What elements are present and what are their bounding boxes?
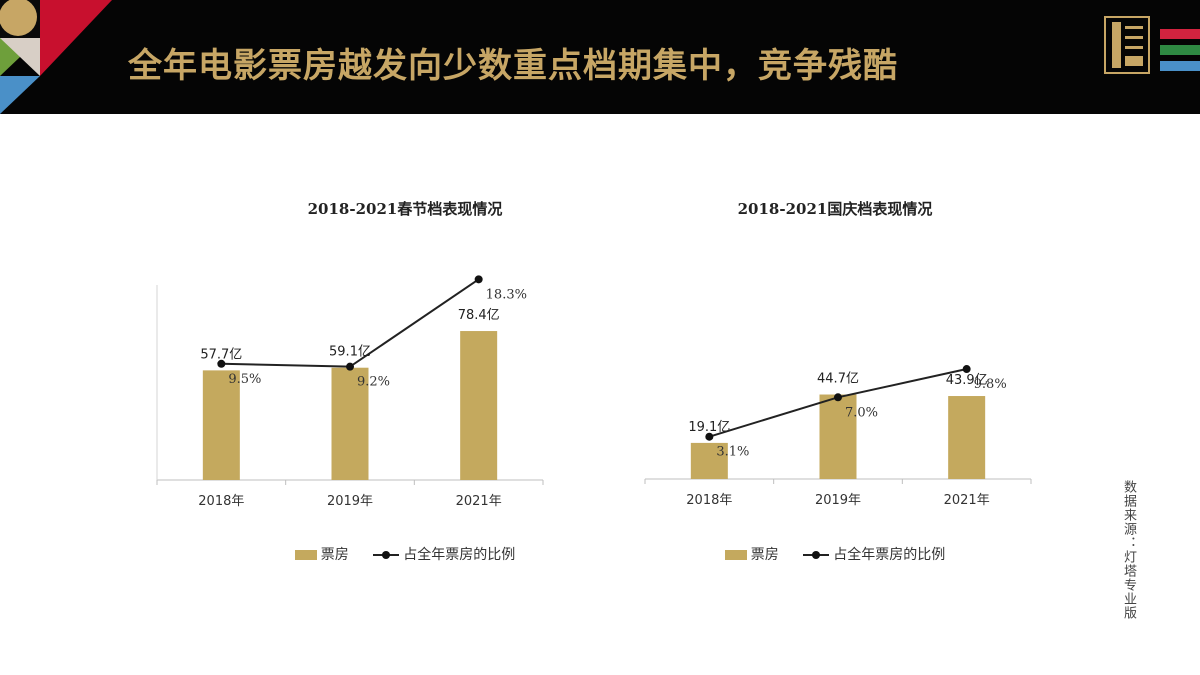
line-data-label: 18.3% — [486, 287, 527, 302]
bar — [460, 331, 498, 480]
legend-item-bar: 票房 — [724, 544, 779, 564]
line-point — [834, 393, 842, 402]
legend-item-line: 占全年票房的比例 — [803, 544, 945, 564]
gold-circle-shape — [0, 0, 37, 36]
bar — [331, 367, 369, 480]
legend-bar-swatch — [724, 550, 747, 560]
legend-line-swatch — [373, 550, 400, 560]
x-tick-label: 2019年 — [327, 494, 373, 509]
line-data-label: 3.1% — [716, 445, 749, 460]
chart-legend: 票房 占全年票房的比例 — [555, 544, 1115, 564]
chart-title: 2018-2021春节档表现情况 — [307, 200, 503, 218]
bar-data-label: 59.1亿 — [329, 345, 371, 360]
legend-line-label: 占全年票房的比例 — [403, 547, 516, 563]
bar — [202, 370, 240, 480]
pink-triangle-shape — [0, 38, 40, 76]
corner-decoration — [0, 0, 112, 114]
national-day-chart: 19.1亿 2018年 44.7亿 2019年 43.9亿 2021年 3.1% 7.0% 9.… — [555, 180, 1115, 580]
legend-item-line: 占全年票房的比例 — [373, 544, 515, 564]
film-award-logo-icon — [1104, 16, 1150, 74]
legend-bar-label: 票房 — [320, 547, 349, 563]
legend-line-label: 占全年票房的比例 — [833, 547, 946, 563]
legend-bar-swatch — [294, 550, 317, 560]
chart-legend: 票房 占全年票房的比例 — [125, 544, 685, 564]
line-point — [474, 275, 483, 284]
page-title: 全年电影票房越发向少数重点档期集中，竞争残酷 — [128, 46, 898, 86]
x-tick-label: 2019年 — [815, 493, 861, 508]
bar-data-label: 78.4亿 — [458, 308, 500, 323]
national-day-chart-svg: 19.1亿 2018年 44.7亿 2019年 43.9亿 2021年 3.1% 7.0% 9.… — [644, 365, 1032, 508]
x-tick-label: 2021年 — [456, 494, 502, 509]
line-data-label: 9.5% — [228, 372, 261, 387]
green-stripe — [1160, 45, 1200, 55]
blue-triangle-shape — [0, 76, 40, 114]
spring-festival-chart: 57.7亿 2018年 59.1亿 2019年 78.4亿 2021年 9.5% 9.2% 18… — [125, 180, 685, 580]
header-bar: 全年电影票房越发向少数重点档期集中，竞争残酷 — [0, 0, 1200, 114]
legend-bar-label: 票房 — [750, 547, 779, 563]
x-tick-label: 2018年 — [198, 494, 244, 509]
x-tick-label: 2018年 — [686, 493, 732, 508]
legend-item-bar: 票房 — [294, 544, 349, 564]
red-stripe — [1160, 29, 1200, 39]
legend-line-swatch — [803, 550, 830, 560]
spring-festival-chart-svg: 57.7亿 2018年 59.1亿 2019年 78.4亿 2021年 9.5% 9.2% 18… — [156, 275, 544, 509]
line-point — [346, 362, 354, 371]
bar-data-label: 19.1亿 — [688, 420, 730, 435]
line-data-label: 9.8% — [974, 377, 1007, 392]
color-stripes-decoration — [1160, 29, 1200, 71]
line-point — [217, 359, 226, 368]
line-point — [705, 432, 714, 441]
bar — [690, 442, 728, 479]
line-data-label: 7.0% — [845, 405, 878, 420]
bar — [819, 394, 857, 479]
blue-stripe — [1160, 61, 1200, 71]
line-data-label: 9.2% — [357, 375, 390, 390]
bar-data-label: 43.9亿 — [946, 373, 988, 388]
source-note: 数据来源：灯塔专业版 — [1121, 480, 1136, 620]
line-point — [962, 365, 971, 374]
bar — [948, 396, 986, 479]
chart-title: 2018-2021国庆档表现情况 — [737, 200, 933, 218]
bar-data-label: 57.7亿 — [200, 347, 242, 362]
x-tick-label: 2021年 — [944, 493, 990, 508]
red-triangle-shape — [40, 0, 112, 76]
bar-data-label: 44.7亿 — [817, 372, 859, 387]
